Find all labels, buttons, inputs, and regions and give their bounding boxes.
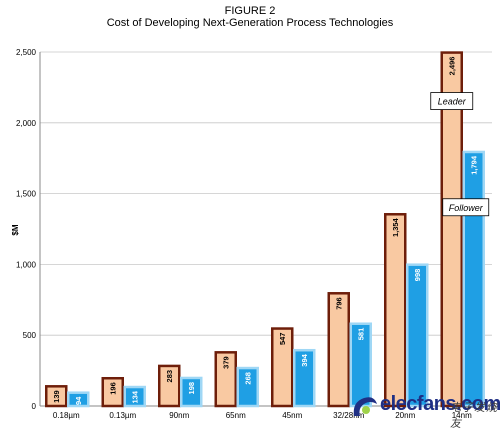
data-label-follower: 198 (187, 382, 196, 395)
x-tick-label: 45nm (282, 411, 302, 420)
data-label-leader: 139 (52, 390, 61, 403)
bar-follower (236, 366, 259, 408)
bars (45, 51, 485, 408)
data-label-leader: 796 (335, 297, 344, 310)
y-tick-label: 0 (32, 402, 37, 411)
bar-leader (384, 213, 407, 408)
bar-leader (440, 51, 463, 408)
y-axis-label: $M (11, 224, 20, 235)
bar-follower (293, 348, 316, 408)
chart-title: Cost of Developing Next-Generation Proce… (106, 17, 394, 29)
x-tick-label: 14nm (452, 411, 472, 420)
bar-labels: 139 94 196 134 283 198 379 268 547 394 796 581 1,354… (52, 57, 479, 405)
bar-leader (158, 364, 181, 408)
annotation-follower: Follower (449, 203, 484, 213)
bar-follower (462, 150, 485, 408)
annotation-follower-box (442, 198, 490, 217)
y-tick-label: 500 (23, 331, 37, 340)
watermark-text: elecfans.com (380, 393, 500, 415)
x-tick-label: 20nm (395, 411, 415, 420)
y-tick-label: 2,000 (16, 119, 37, 128)
annotation-leader-box (430, 92, 474, 110)
figure-label: FIGURE 2 (224, 5, 276, 17)
bar-follower (123, 385, 146, 408)
data-label-follower: 581 (357, 328, 366, 341)
data-label-leader: 2,496 (448, 57, 457, 76)
data-label-follower: 1,794 (470, 155, 479, 175)
watermark-logo-icon (353, 397, 377, 416)
y-tick-label: 2,500 (16, 48, 37, 57)
bar-leader (214, 351, 237, 408)
data-label-leader: 1,354 (391, 217, 400, 237)
bar-follower (406, 263, 429, 408)
bar-leader (327, 292, 350, 408)
x-tick-label: 90nm (169, 411, 189, 420)
x-tick-label: 32/28nm (333, 411, 364, 420)
y-tick-label: 1,500 (16, 190, 37, 199)
watermark: elecfans.com 电子发烧友 (350, 392, 500, 430)
annotations: Leader Follower (430, 92, 490, 217)
x-tick-label: 65nm (226, 411, 246, 420)
bar-follower (180, 376, 203, 408)
data-label-follower: 94 (74, 396, 83, 405)
data-label-follower: 268 (244, 372, 253, 385)
x-tick-label: 0.13µm (109, 411, 136, 420)
y-tick-label: 1,000 (16, 260, 37, 269)
data-label-follower: 134 (131, 390, 140, 403)
annotation-leader: Leader (438, 97, 467, 107)
watermark-cn-text: 电子发烧友 (450, 401, 498, 430)
data-label-follower: 394 (300, 353, 309, 366)
data-label-leader: 547 (278, 333, 287, 346)
bar-leader (45, 385, 68, 408)
bar-leader (271, 327, 294, 408)
bar-leader (101, 376, 124, 408)
data-label-leader: 196 (109, 382, 118, 395)
tick-labels: 0 500 1,000 1,500 2,000 2,500 $M 0.18µm 0.13µm 90… (11, 48, 472, 420)
data-label-follower: 998 (413, 269, 422, 282)
data-label-leader: 283 (165, 370, 174, 383)
bar-follower (67, 391, 90, 408)
x-tick-label: 0.18µm (53, 411, 80, 420)
data-label-leader: 379 (222, 356, 231, 369)
